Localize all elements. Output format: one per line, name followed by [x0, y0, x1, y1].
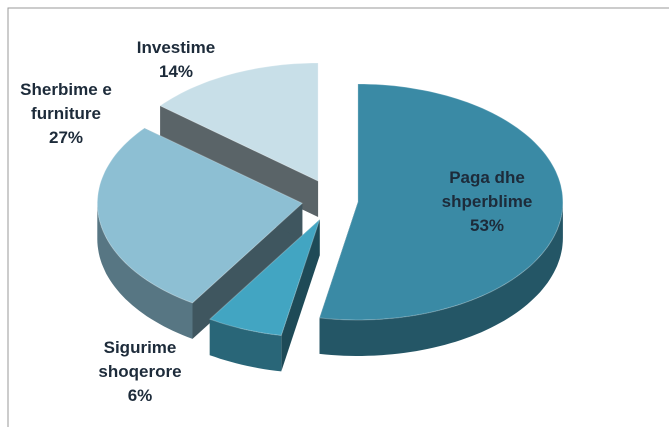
chart-border [7, 7, 669, 427]
data-label: Sigurime shoqerore 6% [80, 336, 200, 408]
slice-side [97, 203, 193, 339]
slice-side [209, 319, 282, 372]
category-label: Investime [136, 38, 216, 57]
slice-edge-wall [192, 203, 303, 339]
slice [159, 62, 319, 217]
category-label: Sigurime shoqerore [98, 338, 182, 381]
slice [208, 217, 321, 372]
slice-top [318, 83, 564, 321]
category-label: Sherbime e furniture [20, 80, 112, 123]
slice-side [319, 202, 563, 356]
data-label: Investime 14% [121, 36, 231, 84]
slice-edge-wall [160, 105, 319, 217]
slice-top [208, 217, 321, 336]
data-label: Paga dhe shperblime 53% [427, 166, 547, 238]
slice-top [96, 127, 304, 304]
value-label: 6% [127, 386, 153, 405]
value-label: 53% [469, 216, 505, 235]
value-label: 14% [158, 62, 194, 81]
data-label: Sherbime e furniture 27% [10, 78, 122, 150]
slice-top [159, 62, 319, 182]
category-label: Paga dhe shperblime [441, 168, 533, 211]
value-label: 27% [48, 128, 84, 147]
slice [318, 83, 564, 356]
slice [96, 127, 304, 339]
